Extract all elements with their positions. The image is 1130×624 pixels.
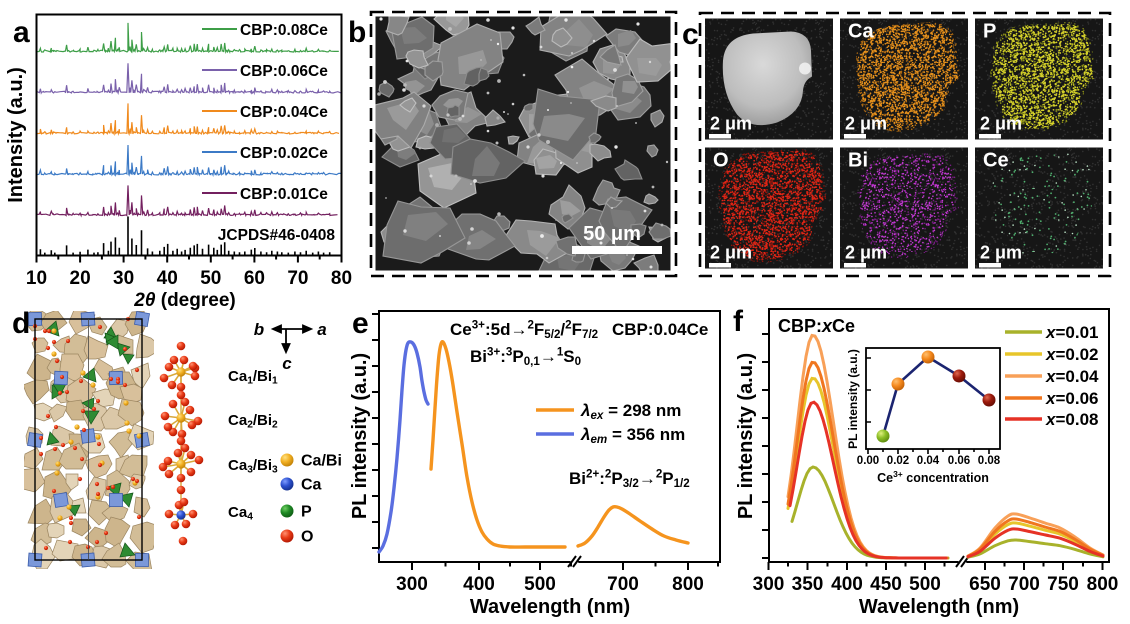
svg-text:Ca4: Ca4: [228, 504, 253, 523]
svg-text:f: f: [733, 305, 744, 338]
svg-text:Wavelength (nm): Wavelength (nm): [859, 596, 1019, 618]
svg-text:350: 350: [792, 574, 824, 595]
svg-text:PL intensity (a.u.): PL intensity (a.u.): [846, 349, 860, 449]
svg-text:800: 800: [672, 574, 704, 595]
svg-text:50: 50: [200, 268, 221, 289]
svg-text:b: b: [348, 16, 366, 49]
svg-text:300: 300: [753, 574, 785, 595]
svg-text:x=0.02: x=0.02: [1045, 345, 1098, 364]
svg-text:x=0.04: x=0.04: [1045, 367, 1099, 386]
svg-text:PL intensity (a.u.): PL intensity (a.u.): [735, 353, 757, 519]
svg-text:Ca3/Bi3: Ca3/Bi3: [228, 457, 278, 476]
svg-text:d: d: [12, 307, 30, 340]
svg-text:2 μm: 2 μm: [710, 243, 752, 263]
svg-text:2 μm: 2 μm: [710, 114, 752, 134]
svg-text:Ce: Ce: [983, 150, 1009, 172]
svg-text:40: 40: [157, 268, 178, 289]
svg-text:800: 800: [1087, 574, 1119, 595]
svg-text:x=0.06: x=0.06: [1045, 389, 1098, 408]
svg-text:650: 650: [969, 574, 1001, 595]
svg-text:2 μm: 2 μm: [845, 243, 887, 263]
svg-text:700: 700: [607, 574, 639, 595]
svg-text:2 μm: 2 μm: [980, 114, 1022, 134]
svg-text:500: 500: [909, 574, 941, 595]
svg-text:0.04: 0.04: [917, 455, 940, 467]
svg-text:0.00: 0.00: [857, 455, 879, 467]
svg-text:P: P: [983, 21, 996, 43]
svg-text:Ca: Ca: [301, 477, 322, 494]
svg-text:CBP:0.04Ce: CBP:0.04Ce: [240, 104, 328, 121]
svg-text:O: O: [713, 150, 729, 172]
svg-text:0.08: 0.08: [978, 455, 1001, 467]
svg-text:CBP:xCe: CBP:xCe: [778, 316, 855, 336]
svg-text:JCPDS#46-0408: JCPDS#46-0408: [218, 227, 336, 244]
svg-text:CBP:0.08Ce: CBP:0.08Ce: [240, 22, 328, 39]
svg-text:a: a: [13, 16, 30, 49]
svg-text:CBP:0.06Ce: CBP:0.06Ce: [240, 63, 328, 80]
svg-text:300: 300: [396, 574, 428, 595]
svg-text:Ca1/Bi1: Ca1/Bi1: [228, 368, 278, 387]
svg-text:Bi2+:2P3/2→2P1/2: Bi2+:2P3/2→2P1/2: [569, 468, 690, 491]
svg-text:x=0.08: x=0.08: [1045, 410, 1098, 429]
svg-text:Bi3+:3P0,1→1S0: Bi3+:3P0,1→1S0: [470, 346, 581, 369]
svg-text:Ca/Bi: Ca/Bi: [301, 453, 342, 470]
svg-text:O: O: [301, 529, 313, 546]
svg-text:60: 60: [244, 268, 265, 289]
svg-text:750: 750: [1047, 574, 1079, 595]
svg-text:700: 700: [1008, 574, 1040, 595]
svg-text:Bi: Bi: [848, 150, 868, 172]
svg-text:λem = 356 nm: λem = 356 nm: [580, 425, 685, 446]
svg-text:b: b: [254, 320, 264, 339]
svg-text:Ce3+ concentration: Ce3+ concentration: [877, 469, 989, 485]
svg-text:20: 20: [70, 268, 91, 289]
svg-text:30: 30: [113, 268, 134, 289]
svg-text:50 μm: 50 μm: [583, 223, 641, 245]
svg-text:Ce3+:5d→2F5/2/2F7/2: Ce3+:5d→2F5/2/2F7/2: [450, 319, 598, 342]
svg-text:e: e: [352, 307, 369, 340]
svg-text:CBP:0.04Ce: CBP:0.04Ce: [612, 320, 708, 339]
svg-text:400: 400: [463, 574, 495, 595]
svg-text:c: c: [682, 18, 699, 51]
svg-text:500: 500: [524, 574, 556, 595]
svg-text:P: P: [301, 504, 312, 521]
svg-text:x=0.01: x=0.01: [1045, 323, 1098, 342]
svg-text:70: 70: [287, 268, 308, 289]
svg-text:Ca: Ca: [848, 21, 874, 43]
svg-text:Intensity (a.u.): Intensity (a.u.): [5, 67, 27, 203]
svg-text:CBP:0.02Ce: CBP:0.02Ce: [240, 145, 328, 162]
svg-text:2 μm: 2 μm: [845, 114, 887, 134]
svg-text:450: 450: [870, 574, 902, 595]
svg-text:0.02: 0.02: [887, 455, 909, 467]
svg-text:0.06: 0.06: [948, 455, 970, 467]
svg-text:λex = 298 nm: λex = 298 nm: [580, 401, 681, 422]
svg-text:PL intensity (a.u.): PL intensity (a.u.): [349, 353, 371, 519]
svg-text:CBP:0.01Ce: CBP:0.01Ce: [240, 186, 328, 203]
svg-text:a: a: [317, 320, 326, 339]
svg-text:400: 400: [831, 574, 863, 595]
svg-text:80: 80: [331, 268, 352, 289]
svg-text:Ca2/Bi2: Ca2/Bi2: [228, 412, 278, 431]
svg-text:2 μm: 2 μm: [980, 243, 1022, 263]
svg-text:10: 10: [26, 268, 47, 289]
svg-text:Wavelength (nm): Wavelength (nm): [470, 596, 630, 618]
svg-text:c: c: [282, 354, 292, 373]
svg-text:2θ (degree): 2θ (degree): [133, 290, 235, 311]
